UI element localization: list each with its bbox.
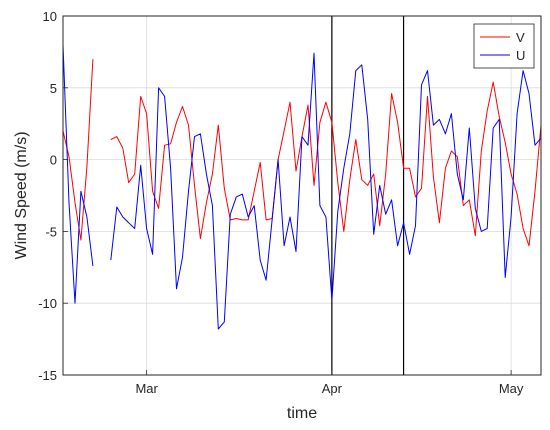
y-tick-label: -5: [45, 224, 57, 239]
x-tick-label: Apr: [322, 381, 343, 396]
y-axis-ticks: -15 -10 -5 0 5 10: [38, 9, 68, 383]
legend-label-v: V: [516, 30, 525, 45]
legend-label-u: U: [516, 48, 525, 63]
series-line-v: [62, 59, 542, 247]
legend-box: [473, 23, 535, 69]
x-axis-label: time: [287, 405, 317, 422]
x-axis-ticks: Mar Apr May: [135, 370, 524, 396]
x-tick-label: May: [499, 381, 524, 396]
series-line-u: [62, 44, 542, 330]
plot-area: [63, 16, 541, 375]
vertical-markers: [331, 16, 405, 375]
y-axis-label: Wind Speed (m/s): [13, 131, 30, 259]
y-tick-label: -15: [38, 368, 57, 383]
plot-frame: [62, 15, 542, 376]
legend: V U: [473, 23, 535, 69]
x-tick-label: Mar: [135, 381, 158, 396]
y-tick-label: 10: [43, 9, 57, 24]
y-tick-label: -10: [38, 296, 57, 311]
y-tick-label: 0: [50, 153, 57, 168]
series-lines: [62, 44, 542, 330]
y-tick-label: 5: [50, 81, 57, 96]
